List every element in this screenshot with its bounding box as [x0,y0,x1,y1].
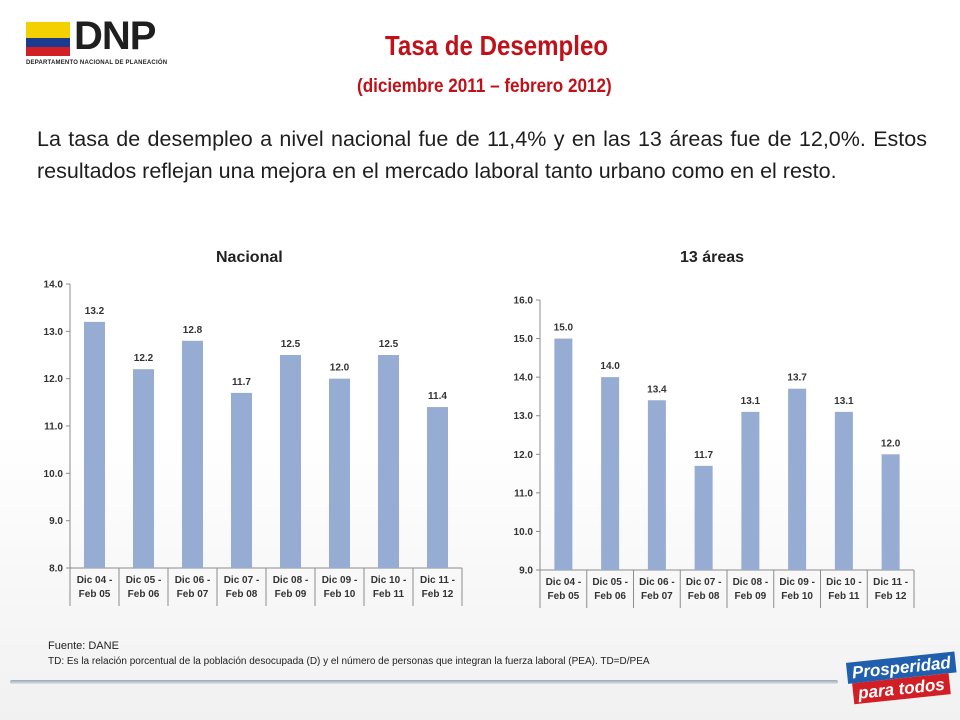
y-tick-label: 10.0 [514,527,534,538]
bar [601,377,620,570]
x-tick-label: Dic 04 - [546,577,582,588]
chart-13-areas: 9.0 10.0 11.0 12.0 13.0 14.0 15.0 16.0 15.0 Dic 0… [514,296,915,608]
data-label: 13.7 [787,373,807,384]
bar [84,321,105,568]
slide-subtitle: (diciembre 2011 – febrero 2012) [357,76,612,97]
x-tick-label: Dic 07 - [686,577,722,588]
y-tick-label: 10.0 [44,469,64,480]
data-label: 12.8 [183,325,203,336]
data-label: 12.5 [379,339,399,350]
source-note: Fuente: DANE [48,640,119,652]
bar [133,369,154,568]
data-label: 11.7 [694,450,713,461]
x-tick-label: Feb 06 [594,591,626,602]
x-tick-label: Feb 11 [373,589,405,600]
x-tick-label: Feb 10 [324,589,356,600]
bar [182,340,203,568]
bar [647,400,666,570]
x-tick-label: Feb 11 [828,591,860,602]
x-tick-label: Feb 07 [641,591,673,602]
bar [427,407,448,568]
x-tick-label: Feb 05 [548,591,580,602]
data-label: 12.0 [330,363,350,374]
y-tick-label: 9.0 [519,566,533,577]
y-tick-label: 12.0 [44,374,64,385]
y-tick-label: 8.0 [49,564,63,575]
slide-title: Tasa de Desempleo [385,30,609,61]
y-tick-label: 9.0 [49,516,63,527]
x-tick-label: Dic 08 - [273,575,309,586]
x-tick-label: Dic 09 - [322,575,358,586]
y-tick-label: 14.0 [44,280,64,291]
x-tick-label: Feb 07 [177,589,209,600]
x-tick-label: Feb 09 [275,589,307,600]
x-tick-label: Feb 12 [422,589,454,600]
chart-title-13-areas: 13 áreas [680,249,745,266]
data-label: 13.1 [834,396,854,407]
x-tick-label: Dic 11 - [420,575,455,586]
x-tick-label: Feb 08 [688,591,720,602]
chart-nacional: 8.0 9.0 10.0 11.0 12.0 13.0 14.0 13.2 Dic 04 - Fe… [44,280,463,606]
x-tick-label: Feb 06 [128,589,160,600]
x-tick-label: Dic 09 - [779,577,815,588]
bar [788,388,807,570]
data-label: 12.5 [281,339,301,350]
bar [741,411,760,570]
dnp-logo: DNP DEPARTAMENTO NACIONAL DE PLANEACIÓN [26,14,186,70]
y-tick-label: 13.0 [514,411,534,422]
footer-divider [10,680,838,684]
data-label: 14.0 [600,361,620,372]
x-tick-label: Dic 06 - [175,575,211,586]
x-tick-label: Dic 10 - [826,577,862,588]
x-tick-label: Dic 04 - [77,575,113,586]
chart-title-nacional: Nacional [216,249,283,266]
y-tick-label: 16.0 [514,296,534,307]
bar [834,411,853,570]
data-label: 15.0 [554,323,574,334]
x-tick-label: Dic 08 - [733,577,769,588]
bar [694,465,713,570]
x-tick-label: Dic 11 - [873,577,908,588]
x-tick-label: Dic 10 - [371,575,407,586]
definition-note: TD: Es la relación porcentual de la pobl… [48,656,650,667]
bar [378,355,399,568]
prosperidad-badge: Prosperidad para todos [845,651,957,706]
data-label: 12.2 [134,353,154,364]
x-tick-label: Feb 12 [875,591,907,602]
data-label: 13.4 [647,384,667,395]
x-tick-label: Feb 10 [781,591,813,602]
data-label: 13.1 [741,396,761,407]
y-tick-label: 11.0 [44,422,63,433]
x-tick-label: Feb 09 [735,591,767,602]
data-label: 13.2 [85,306,105,317]
x-tick-label: Dic 05 - [592,577,628,588]
x-tick-label: Dic 07 - [224,575,260,586]
logo-subtitle: DEPARTAMENTO NACIONAL DE PLANEACIÓN [26,60,168,66]
x-tick-label: Feb 05 [79,589,111,600]
y-tick-label: 12.0 [514,450,534,461]
colombia-flag-icon [26,22,70,56]
bar [329,378,350,568]
x-tick-label: Dic 06 - [639,577,675,588]
x-tick-label: Dic 05 - [126,575,162,586]
data-label: 11.4 [428,391,447,402]
y-tick-label: 13.0 [44,327,64,338]
data-label: 11.7 [232,377,251,388]
y-tick-label: 11.0 [514,488,533,499]
y-tick-label: 15.0 [514,334,534,345]
y-tick-label: 14.0 [514,373,534,384]
bar [280,355,301,568]
x-tick-label: Feb 08 [226,589,258,600]
logo-text: DNP [74,14,156,58]
bar [231,392,252,568]
summary-paragraph: La tasa de desempleo a nivel nacional fu… [37,127,927,183]
bar [881,454,900,570]
data-label: 12.0 [881,438,901,449]
bar [554,338,573,570]
